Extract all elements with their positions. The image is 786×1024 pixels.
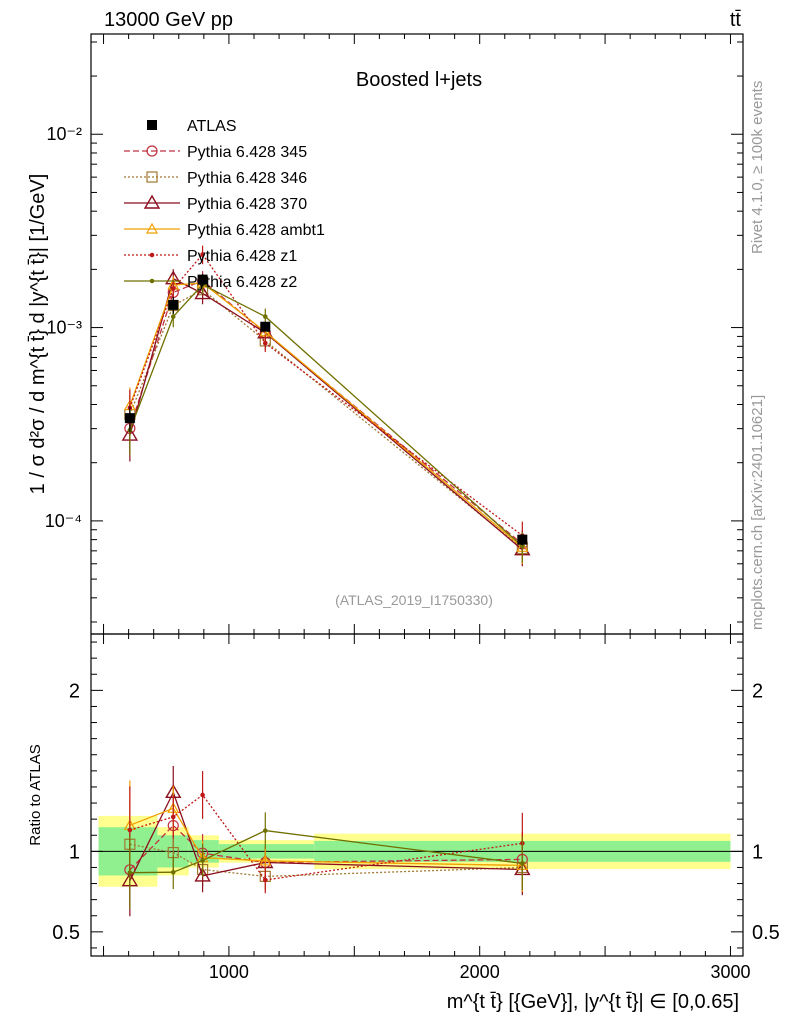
legend-label-2: Pythia 6.428 370 [187, 196, 307, 213]
series-point [262, 314, 268, 319]
series-point [200, 252, 205, 257]
axis-ticks [91, 34, 743, 956]
ratio-point [170, 814, 176, 820]
data-point [517, 534, 528, 545]
legend-label-1: Pythia 6.428 346 [187, 170, 307, 187]
legend-marker-5 [149, 278, 155, 284]
data-point [260, 321, 271, 332]
chart-title: Boosted l+jets [356, 69, 482, 91]
ratio-point [200, 792, 205, 798]
ratio-tick-label-right: 0.5 [752, 922, 780, 944]
main-panel-series [121, 245, 531, 567]
x-tick-label: 3000 [710, 962, 750, 982]
ratio-point [262, 828, 268, 833]
legend-label-5: Pythia 6.428 z2 [187, 274, 297, 291]
ratio-point [259, 854, 272, 866]
data-point [124, 413, 135, 424]
series-line-0 [129, 279, 523, 545]
y-tick-label: 10⁻⁴ [45, 511, 82, 531]
x-tick-label: 2000 [460, 962, 500, 982]
ratio-panel-series [121, 765, 531, 917]
legend-marker-3 [145, 222, 159, 234]
main-panel-bands [99, 274, 731, 545]
series-point [262, 340, 268, 346]
ratio-tick-label-left: 2 [69, 680, 80, 702]
ratio-tick-label-left: 1 [69, 841, 80, 863]
series-point [170, 286, 176, 291]
rivet-label: Rivet 4.1.0, ≥ 100k events [749, 81, 766, 254]
y-tick-label: 10⁻³ [46, 318, 82, 338]
process-label: tt̄ [730, 9, 742, 31]
ratio-panel-frame [90, 633, 744, 957]
x-axis-label: m^{t t̄} [{GeV}], |y^{t t̄}| ∈ [0,0.65] [447, 991, 739, 1013]
ratio-point [194, 867, 211, 882]
legend-label-4: Pythia 6.428 z1 [187, 248, 297, 265]
y-axis-label: 1 / σ d²σ / d m^{t t̄} d |y^{t t̄}| [1/G… [27, 174, 49, 495]
mcplots-label: mcplots.cern.ch [arXiv:2401.10621] [749, 395, 766, 630]
legend-label-atlas: ATLAS [187, 118, 237, 135]
series-line-4 [129, 253, 523, 537]
legend: ATLAS Pythia 6.428 345 Pythia 6.428 346 Pyt… [124, 118, 325, 291]
ratio-point [127, 870, 133, 875]
legend-marker-1 [146, 171, 158, 183]
legend-marker-0 [146, 145, 158, 157]
ratio-tick-label-right: 2 [752, 680, 763, 702]
ratio-line-1 [129, 843, 523, 878]
ratio-point [127, 827, 133, 833]
ratio-tick-label-right: 1 [752, 841, 763, 863]
tick-labels: 1000 2000 3000 10⁻² 10⁻³ 10⁻⁴ 0.5 0.5 1 1 2 2 [45, 124, 780, 982]
series-point [170, 314, 176, 319]
ratio-point [200, 858, 205, 863]
ratio-point [520, 861, 525, 866]
series-line-2 [129, 277, 523, 551]
ratio-tick-label-left: 0.5 [52, 922, 80, 944]
series-line-1 [129, 288, 523, 550]
data-point [197, 274, 208, 285]
legend-label-0: Pythia 6.428 345 [187, 144, 307, 161]
legend-marker-4 [149, 252, 155, 258]
ratio-point [170, 869, 176, 875]
legend-marker-2 [143, 194, 161, 209]
legend-marker-atlas [147, 120, 157, 130]
series-point [194, 285, 211, 300]
analysis-id: (ATLAS_2019_I1750330) [335, 592, 493, 608]
ratio-point [262, 877, 268, 883]
series-line-5 [129, 283, 523, 547]
x-tick-label: 1000 [209, 962, 249, 982]
ratio-axis-label: Ratio to ATLAS [27, 744, 44, 845]
y-tick-label: 10⁻² [46, 124, 82, 144]
main-panel-data-points [124, 273, 528, 546]
energy-label: 13000 GeV pp [104, 9, 233, 31]
series-line-3 [129, 282, 523, 548]
data-point [168, 299, 179, 310]
legend-label-3: Pythia 6.428 ambt1 [187, 222, 325, 239]
